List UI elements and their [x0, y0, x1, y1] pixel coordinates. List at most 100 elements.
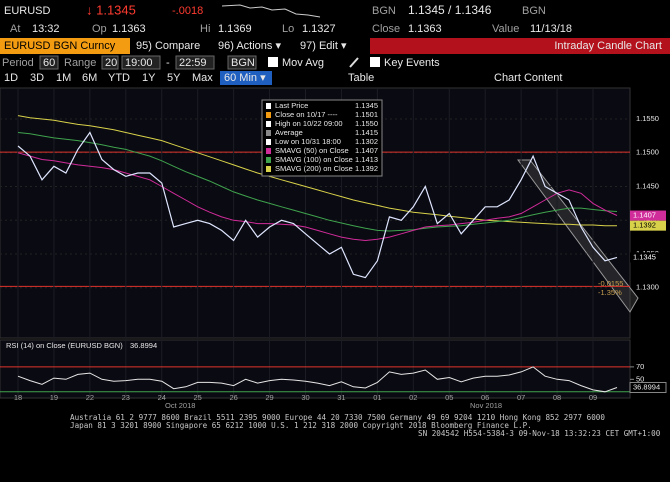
- label: Op: [92, 23, 107, 35]
- interval-box[interactable]: [220, 71, 272, 85]
- x-tick-label: 05: [445, 393, 453, 402]
- rsi-tick-label: 50: [636, 374, 644, 383]
- legend-label: Average: [275, 128, 303, 137]
- period[interactable]: 60: [43, 57, 55, 69]
- rsi-title: RSI (14) on Close (EURUSD BGN): [6, 341, 123, 350]
- mov-avg[interactable]: Mov Avg: [282, 57, 324, 69]
- range-button[interactable]: 1D: [4, 72, 18, 84]
- x-tick-label: 29: [265, 393, 273, 402]
- x-tick-label: 09: [589, 393, 597, 402]
- legend-swatch: [266, 121, 271, 127]
- x-tick-label: 26: [229, 393, 237, 402]
- range-button[interactable]: 5Y: [167, 72, 181, 84]
- legend-swatch: [266, 139, 271, 145]
- legend-value: 1.1501: [355, 110, 378, 119]
- from-time[interactable]: 19:00: [125, 57, 153, 69]
- price-tag-label: 1.1392: [633, 221, 656, 230]
- change: -.0018: [172, 5, 203, 17]
- rsi-tag-label: 36.8994: [633, 382, 660, 391]
- range-button[interactable]: 3D: [30, 72, 44, 84]
- interval[interactable]: 60 Min ▾: [224, 72, 266, 84]
- label: At: [10, 23, 20, 35]
- input-box[interactable]: [121, 55, 161, 70]
- legend-value: 1.1392: [355, 164, 378, 173]
- x-tick-label: 19: [50, 393, 58, 402]
- input-box[interactable]: [175, 55, 215, 70]
- key-events[interactable]: Key Events: [384, 57, 440, 69]
- table-button[interactable]: Table: [348, 72, 374, 84]
- label: Value: [492, 23, 519, 35]
- to-time[interactable]: 22:59: [179, 57, 207, 69]
- source[interactable]: BGN: [231, 57, 255, 69]
- menu-edit[interactable]: 97) Edit ▾: [300, 40, 347, 52]
- annotation: -0.0155: [598, 279, 623, 288]
- x-tick-label: 23: [122, 393, 130, 402]
- legend-swatch: [266, 157, 271, 163]
- legend-swatch: [266, 130, 271, 136]
- label: Close: [372, 23, 400, 35]
- ask-source: BGN: [522, 5, 546, 17]
- bid-source: BGN: [372, 5, 396, 17]
- legend-swatch: [266, 112, 271, 118]
- legend-label: SMAVG (50) on Close: [275, 146, 349, 155]
- x-tick-label: 02: [409, 393, 417, 402]
- legend-swatch: [266, 166, 271, 172]
- x-tick-label: 22: [86, 393, 94, 402]
- checkbox[interactable]: [268, 57, 278, 67]
- security[interactable]: EURUSD BGN Curncy: [4, 40, 116, 52]
- legend-swatch: [266, 148, 271, 154]
- checkbox[interactable]: [370, 57, 380, 67]
- price-tag-label: 1.1345: [633, 252, 656, 261]
- range[interactable]: 20: [105, 57, 117, 69]
- pencil-icon[interactable]: [349, 57, 359, 68]
- legend-value: 1.1302: [355, 137, 378, 146]
- sparkline: [221, 4, 321, 18]
- x-tick-label: 30: [301, 393, 309, 402]
- footer: SN 204542 H554-5384-3 09-Nov-18 13:32:23…: [418, 429, 661, 438]
- range-button[interactable]: 6M: [82, 72, 97, 84]
- input-box[interactable]: [39, 55, 59, 70]
- footer: Australia 61 2 9777 8600 Brazil 5511 239…: [70, 413, 605, 422]
- legend-label: Low on 10/31 18:00: [275, 137, 341, 146]
- legend-label: SMAVG (100) on Close: [275, 155, 353, 164]
- security-box[interactable]: [0, 38, 130, 54]
- rsi-tag: [629, 381, 667, 393]
- label: Period: [2, 57, 34, 69]
- month-label: Oct 2018: [165, 401, 195, 410]
- series-line: [17, 366, 618, 393]
- dash: -: [166, 57, 170, 69]
- range-button[interactable]: 1M: [56, 72, 71, 84]
- x-tick-label: 18: [14, 393, 22, 402]
- ticker: EURUSD: [4, 5, 51, 17]
- chart-content[interactable]: Chart Content: [494, 72, 562, 84]
- range-button[interactable]: 1Y: [142, 72, 156, 84]
- y-tick-label: 1.1300: [636, 283, 659, 292]
- menu-compare[interactable]: 95) Compare: [136, 40, 200, 52]
- input-box[interactable]: [101, 55, 119, 70]
- series-line: [17, 131, 618, 279]
- value: 1.1363: [112, 23, 146, 35]
- label: Hi: [200, 23, 210, 35]
- y-tick-label: 1.1500: [636, 148, 659, 157]
- x-tick-label: 25: [194, 393, 202, 402]
- x-tick-label: 06: [481, 393, 489, 402]
- annotation: -1.35%: [598, 288, 622, 297]
- menu-actions[interactable]: 96) Actions ▾: [218, 40, 281, 52]
- chart-name: Intraday Candle Chart: [554, 40, 662, 52]
- x-tick-label: 24: [158, 393, 166, 402]
- legend-value: 1.1407: [355, 146, 378, 155]
- value: 13:32: [32, 23, 60, 35]
- label: Lo: [282, 23, 294, 35]
- legend-value: 1.1550: [355, 119, 378, 128]
- range-button[interactable]: Max: [192, 72, 213, 84]
- footer: Japan 81 3 3201 8900 Singapore 65 6212 1…: [70, 421, 532, 430]
- value: 1.1369: [218, 23, 252, 35]
- legend-label: Last Price: [275, 101, 308, 110]
- label: Range: [64, 57, 96, 69]
- series-line: [17, 115, 617, 227]
- range-button[interactable]: YTD: [108, 72, 130, 84]
- legend-box: [261, 99, 383, 177]
- legend-value: 1.1345: [355, 101, 378, 110]
- input-box[interactable]: [227, 55, 257, 70]
- series-line: [17, 152, 618, 242]
